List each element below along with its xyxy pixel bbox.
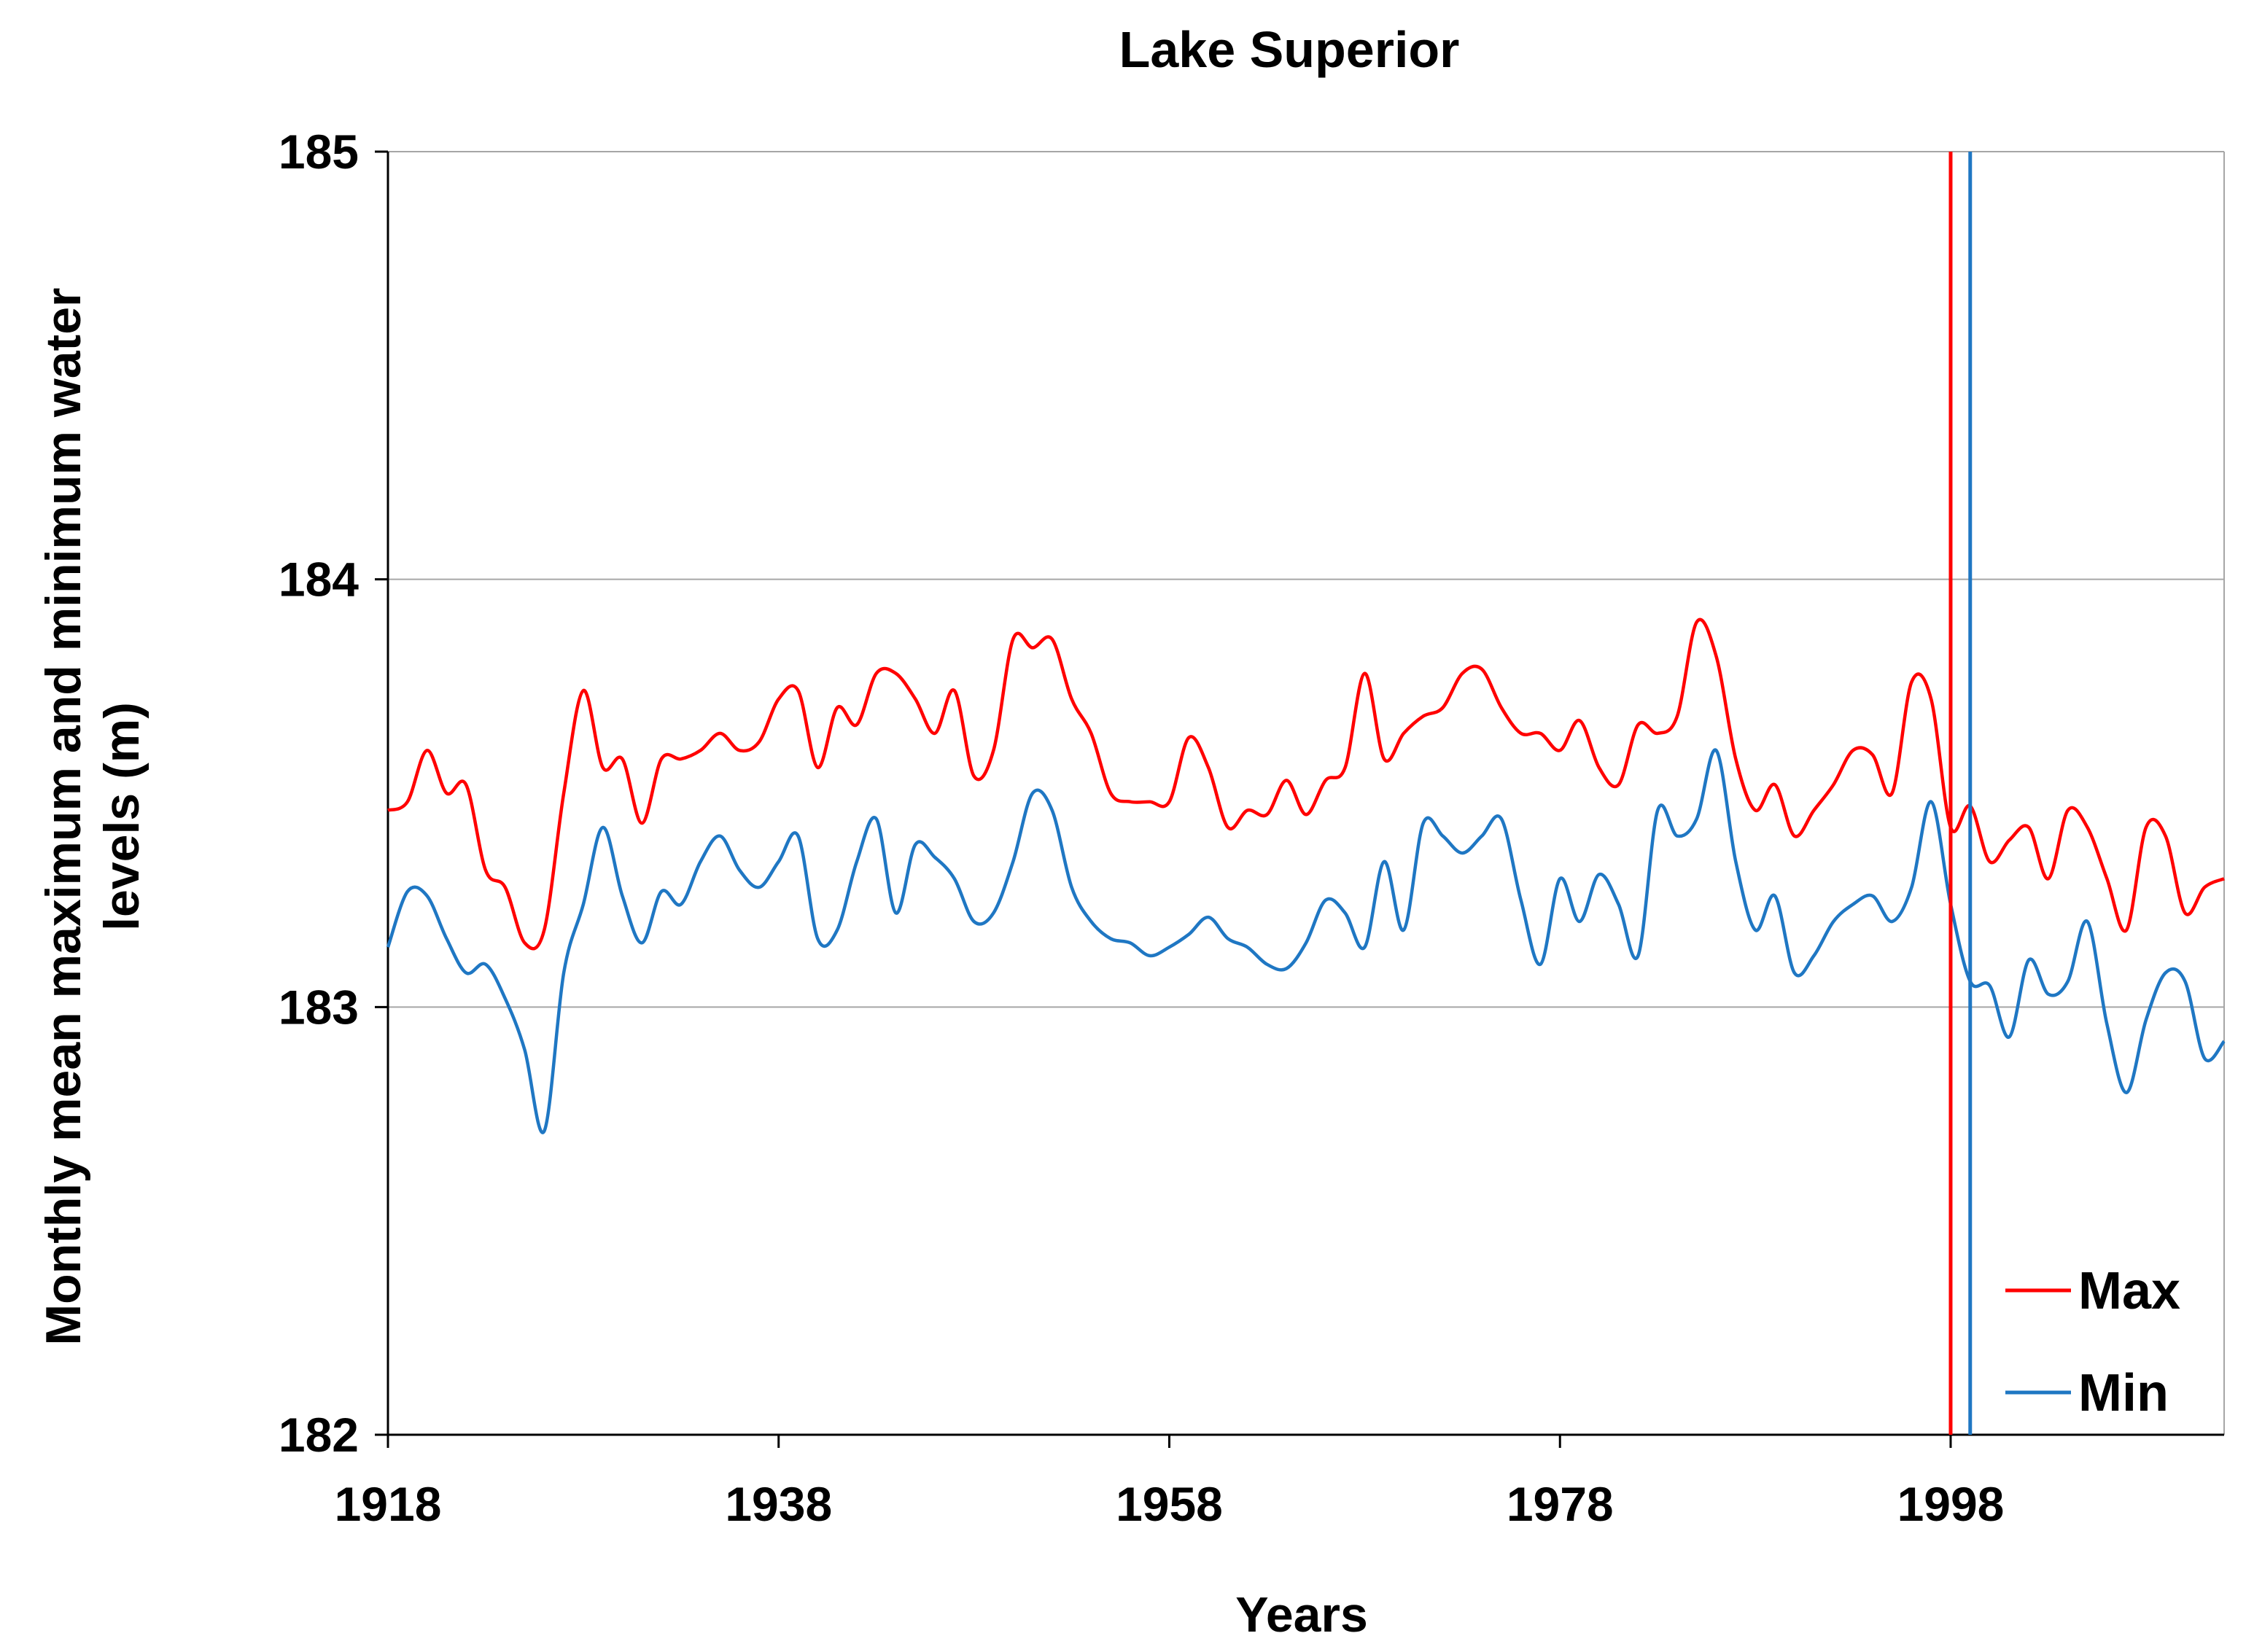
x-tick-label-1998: 1998: [1897, 1477, 2005, 1531]
y-axis-ticks: 182 183 184 185: [279, 125, 388, 1462]
series-lines: [386, 617, 2226, 1134]
vertical-markers: [1948, 152, 1973, 1435]
y-axis-label-line2: levels (m): [94, 702, 149, 931]
x-axis-label: Years: [1235, 1587, 1368, 1643]
y-tick-label-185: 185: [279, 125, 359, 179]
y-axis-label-line1: Monthly mean maximum and minimum water: [36, 288, 91, 1346]
x-tick-label-1978: 1978: [1507, 1477, 1614, 1531]
legend-min-label: Min: [2078, 1364, 2169, 1422]
series-line-max: [387, 617, 2225, 951]
y-tick-label-183: 183: [279, 980, 359, 1034]
plot-frame: [386, 151, 2225, 1436]
x-tick-label-1958: 1958: [1116, 1477, 1223, 1531]
legend-max-label: Max: [2078, 1262, 2180, 1320]
x-tick-label-1918: 1918: [335, 1477, 442, 1531]
chart-title: Lake Superior: [1119, 21, 1460, 78]
y-axis-label: Monthly mean maximum and minimum water l…: [36, 288, 149, 1346]
series-line-min: [386, 748, 2226, 1134]
y-tick-label-184: 184: [279, 553, 359, 607]
x-tick-label-1938: 1938: [725, 1477, 832, 1531]
legend: Max Min: [2005, 1262, 2180, 1422]
gridlines: [388, 151, 2224, 1008]
y-tick-label-182: 182: [279, 1408, 359, 1462]
x-axis-ticks: 1918 1938 1958 1978 1998: [335, 1435, 2005, 1531]
